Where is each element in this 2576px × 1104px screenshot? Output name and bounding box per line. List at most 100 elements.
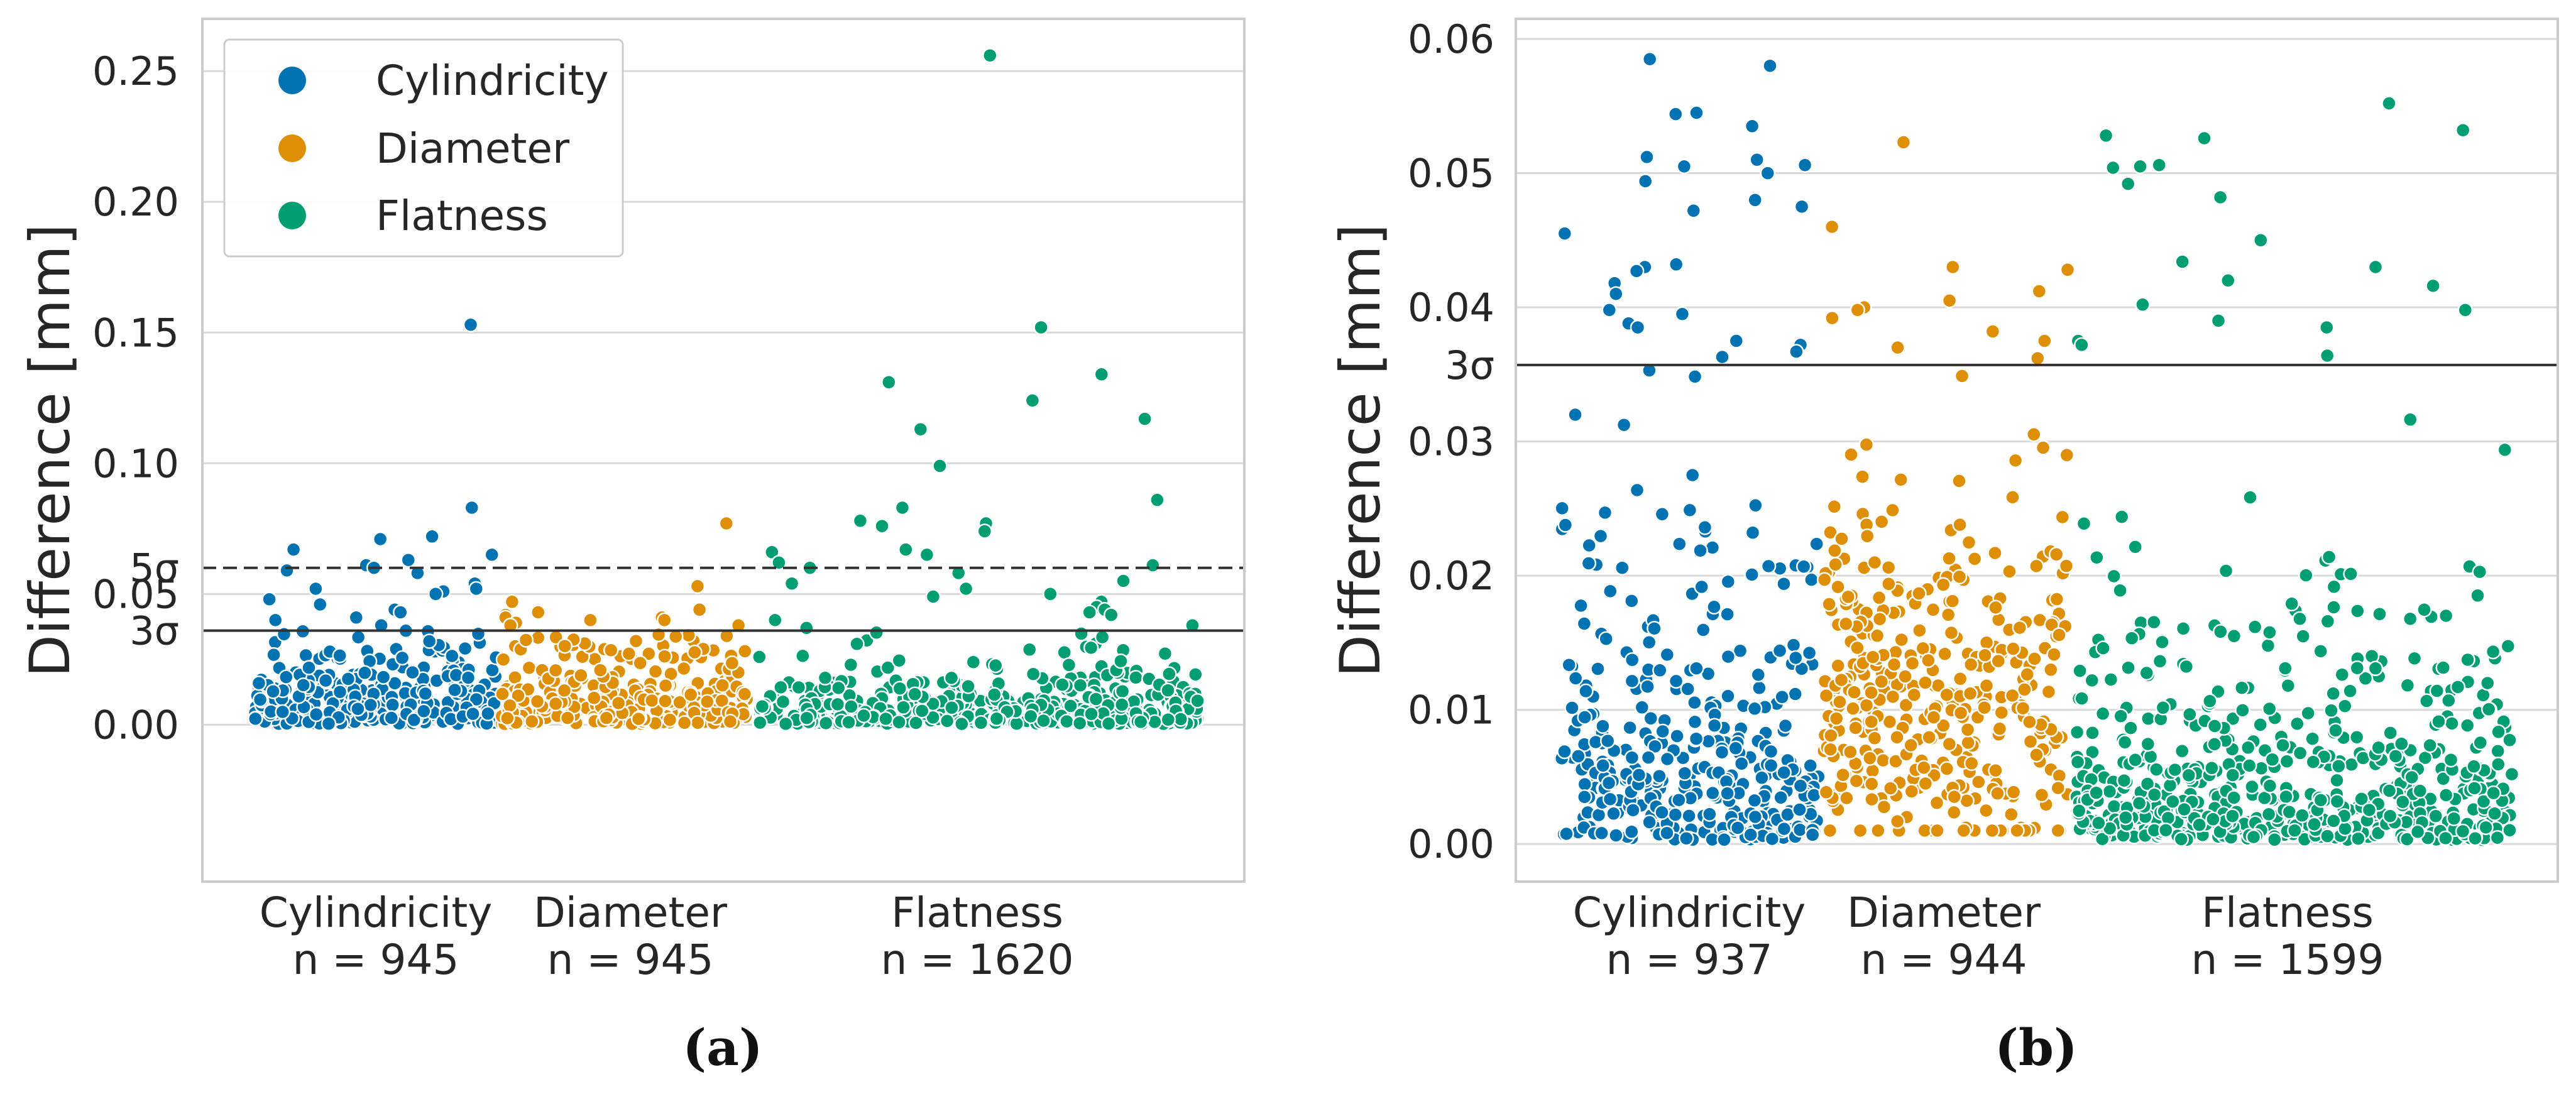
category-label-flatness-b: Flatness — [2201, 888, 2374, 937]
data-point — [2313, 643, 2328, 659]
data-point — [1852, 823, 1868, 839]
scatter-points-a — [247, 47, 1205, 732]
outlier-point — [1728, 333, 1745, 349]
outlier-point — [1760, 165, 1776, 181]
data-point — [485, 662, 500, 678]
data-point — [2435, 660, 2452, 675]
data-point — [2402, 611, 2418, 627]
data-point — [676, 660, 692, 677]
data-point — [2267, 832, 2283, 848]
data-point — [2007, 452, 2024, 469]
data-point — [266, 647, 282, 663]
data-point — [1893, 472, 1909, 488]
data-point — [1577, 709, 1592, 725]
outlier-point — [400, 552, 417, 568]
data-point — [841, 714, 857, 730]
outlier-point — [977, 523, 993, 539]
data-point — [2034, 787, 2050, 803]
data-point — [891, 714, 907, 730]
outlier-point — [925, 589, 941, 604]
data-point — [1848, 773, 1865, 789]
outlier-point — [1824, 219, 1840, 235]
data-point — [1788, 650, 1804, 666]
data-point — [529, 694, 545, 709]
data-point — [687, 644, 703, 660]
data-point — [657, 677, 674, 694]
data-point — [1978, 678, 1995, 694]
outlier-point — [1601, 302, 1618, 318]
data-point — [1827, 543, 1843, 559]
data-point — [2026, 427, 2042, 442]
data-point — [1706, 718, 1723, 733]
outlier-point — [2132, 158, 2148, 175]
data-point — [2244, 779, 2260, 795]
data-point — [2046, 647, 2062, 662]
data-point — [1642, 814, 1657, 830]
category-n-flatness-b: n = 1599 — [2191, 936, 2384, 984]
data-point — [598, 710, 615, 726]
data-point — [1876, 799, 1892, 815]
data-point — [2280, 677, 2296, 694]
outlier-point — [312, 596, 328, 613]
data-point — [518, 632, 534, 648]
data-point — [1577, 789, 1592, 805]
data-point — [2182, 706, 2198, 723]
data-point — [1962, 686, 1978, 701]
y-tick-labels-a: 0.00 0.05 0.10 0.15 0.20 0.25 — [92, 48, 179, 748]
data-point — [2298, 567, 2314, 583]
data-point — [1917, 775, 1934, 792]
data-point — [1716, 832, 1732, 848]
data-point — [1642, 363, 1657, 378]
outlier-point — [1033, 319, 1049, 336]
data-point — [1929, 795, 1945, 811]
data-point — [556, 682, 573, 699]
outlier-point — [2120, 176, 2136, 192]
data-point — [2485, 643, 2501, 660]
data-point — [510, 687, 526, 704]
category-n-flatness-a: n = 1620 — [880, 936, 1073, 984]
data-point — [457, 640, 473, 657]
data-point — [657, 648, 672, 664]
outlier-point — [427, 586, 444, 602]
data-point — [573, 667, 589, 684]
data-point — [2323, 702, 2339, 719]
data-point — [1647, 738, 1663, 755]
data-point — [1679, 831, 1694, 846]
data-point — [1022, 708, 1039, 724]
data-point — [465, 706, 481, 722]
data-point — [416, 703, 432, 719]
data-point — [275, 704, 290, 720]
data-point — [1959, 722, 1976, 738]
data-point — [2094, 831, 2110, 847]
data-point — [1858, 437, 1875, 452]
data-point — [2403, 412, 2418, 428]
outlier-point — [1149, 492, 1165, 508]
data-point — [2022, 714, 2037, 730]
data-point — [676, 715, 693, 731]
data-point — [2049, 591, 2065, 607]
data-point — [1681, 808, 1697, 824]
data-point — [1595, 758, 1611, 773]
data-point — [321, 716, 337, 731]
legend-marker-cylindricity — [278, 67, 306, 94]
data-point — [2349, 660, 2365, 676]
data-point — [2218, 563, 2234, 579]
data-point — [1754, 770, 1770, 786]
category-n-diameter-b: n = 944 — [1860, 936, 2027, 984]
data-point — [308, 706, 324, 723]
data-point — [2357, 670, 2374, 687]
scatter-points-b — [1554, 51, 2520, 848]
data-point — [1763, 758, 1779, 773]
data-point — [1776, 765, 1792, 780]
data-point — [2409, 824, 2426, 840]
data-point — [394, 650, 410, 666]
data-point — [2206, 718, 2223, 734]
data-point — [2337, 698, 2353, 714]
data-point — [644, 692, 660, 709]
category-label-flatness-a: Flatness — [891, 888, 1063, 937]
data-point — [1882, 780, 1899, 796]
data-point — [2281, 804, 2298, 820]
y-tick-label: 0.20 — [92, 179, 179, 225]
data-point — [719, 628, 735, 644]
data-point — [2102, 784, 2118, 799]
